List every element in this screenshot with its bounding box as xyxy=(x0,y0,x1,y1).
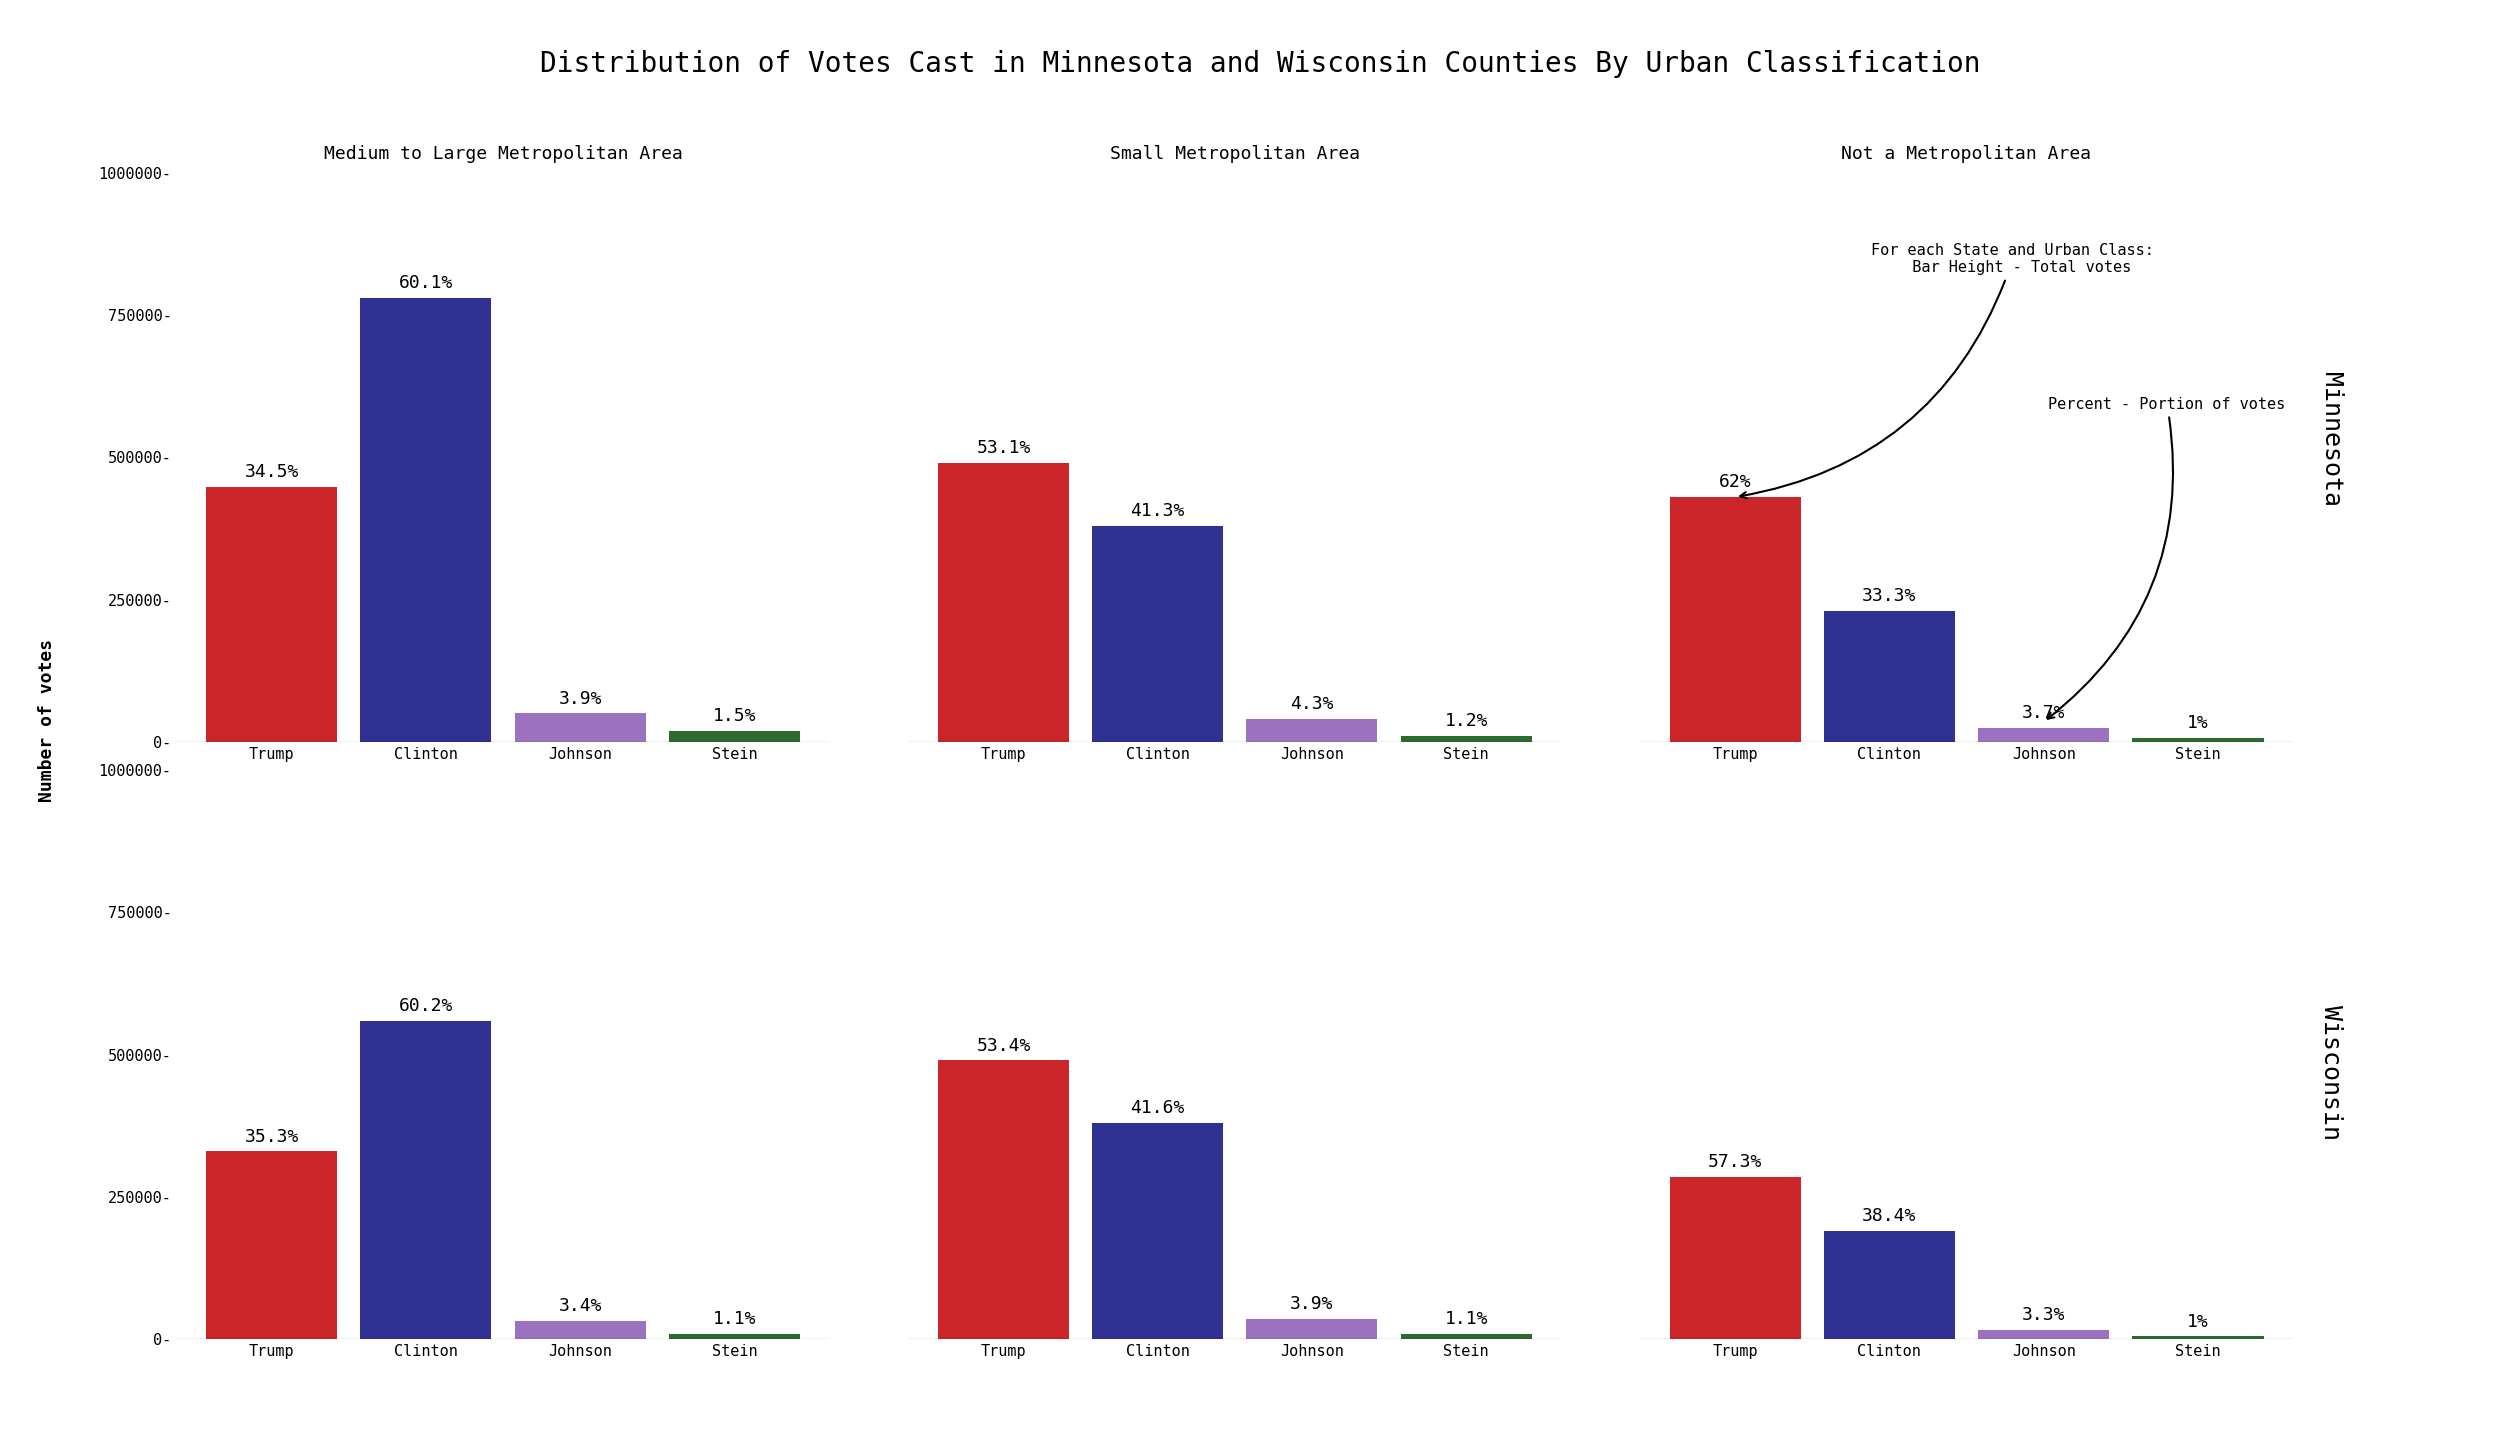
Bar xyxy=(1671,1176,1802,1339)
Text: 1%: 1% xyxy=(2187,1313,2210,1331)
Text: 35.3%: 35.3% xyxy=(244,1128,300,1146)
Text: 1.1%: 1.1% xyxy=(713,1310,756,1328)
Text: 60.2%: 60.2% xyxy=(398,996,454,1015)
Bar xyxy=(207,487,338,742)
Text: 4.3%: 4.3% xyxy=(1290,696,1333,713)
Text: Percent - Portion of votes: Percent - Portion of votes xyxy=(2049,397,2286,719)
Bar xyxy=(1247,719,1378,742)
Bar xyxy=(1091,526,1222,742)
Bar xyxy=(360,298,491,742)
Text: 62%: 62% xyxy=(1719,474,1751,491)
Bar xyxy=(1978,1329,2109,1339)
Text: 53.1%: 53.1% xyxy=(975,439,1031,458)
Bar xyxy=(1671,497,1802,742)
Title: Small Metropolitan Area: Small Metropolitan Area xyxy=(1109,145,1361,163)
Text: 53.4%: 53.4% xyxy=(975,1037,1031,1054)
Bar xyxy=(2132,1336,2263,1339)
Text: 41.6%: 41.6% xyxy=(1131,1099,1184,1117)
Text: 33.3%: 33.3% xyxy=(1862,588,1918,605)
Text: 41.3%: 41.3% xyxy=(1131,503,1184,520)
Bar xyxy=(668,732,799,742)
Bar xyxy=(1091,1123,1222,1339)
Bar xyxy=(937,464,1068,742)
Text: 1%: 1% xyxy=(2187,714,2210,732)
Text: Wisconsin: Wisconsin xyxy=(2318,1005,2344,1140)
Bar xyxy=(1247,1319,1378,1339)
Bar xyxy=(1824,611,1956,742)
Bar xyxy=(360,1021,491,1339)
Text: 3.3%: 3.3% xyxy=(2021,1306,2066,1325)
Text: 1.2%: 1.2% xyxy=(1444,711,1487,730)
Text: For each State and Urban Class:
  Bar Height - Total votes: For each State and Urban Class: Bar Heig… xyxy=(1741,243,2155,498)
Text: 1.5%: 1.5% xyxy=(713,707,756,726)
Text: 3.4%: 3.4% xyxy=(559,1297,602,1315)
Text: 3.7%: 3.7% xyxy=(2021,704,2066,721)
Bar xyxy=(1824,1231,1956,1339)
Text: 34.5%: 34.5% xyxy=(244,464,300,481)
Bar xyxy=(668,1333,799,1339)
Title: Not a Metropolitan Area: Not a Metropolitan Area xyxy=(1842,145,2092,163)
Bar xyxy=(937,1060,1068,1339)
Bar xyxy=(514,713,645,742)
Text: Distribution of Votes Cast in Minnesota and Wisconsin Counties By Urban Classifi: Distribution of Votes Cast in Minnesota … xyxy=(539,50,1981,78)
Text: 3.9%: 3.9% xyxy=(1290,1295,1333,1313)
Text: Number of votes: Number of votes xyxy=(38,638,55,802)
Bar xyxy=(514,1320,645,1339)
Bar xyxy=(207,1152,338,1339)
Bar xyxy=(1401,736,1532,742)
Text: 3.9%: 3.9% xyxy=(559,690,602,707)
Text: Minnesota: Minnesota xyxy=(2318,372,2344,507)
Bar xyxy=(1978,727,2109,742)
Text: 1.1%: 1.1% xyxy=(1444,1310,1487,1328)
Title: Medium to Large Metropolitan Area: Medium to Large Metropolitan Area xyxy=(323,145,683,163)
Text: 60.1%: 60.1% xyxy=(398,274,454,292)
Text: 57.3%: 57.3% xyxy=(1709,1153,1761,1171)
Bar xyxy=(1401,1333,1532,1339)
Text: 38.4%: 38.4% xyxy=(1862,1207,1918,1225)
Bar xyxy=(2132,737,2263,742)
